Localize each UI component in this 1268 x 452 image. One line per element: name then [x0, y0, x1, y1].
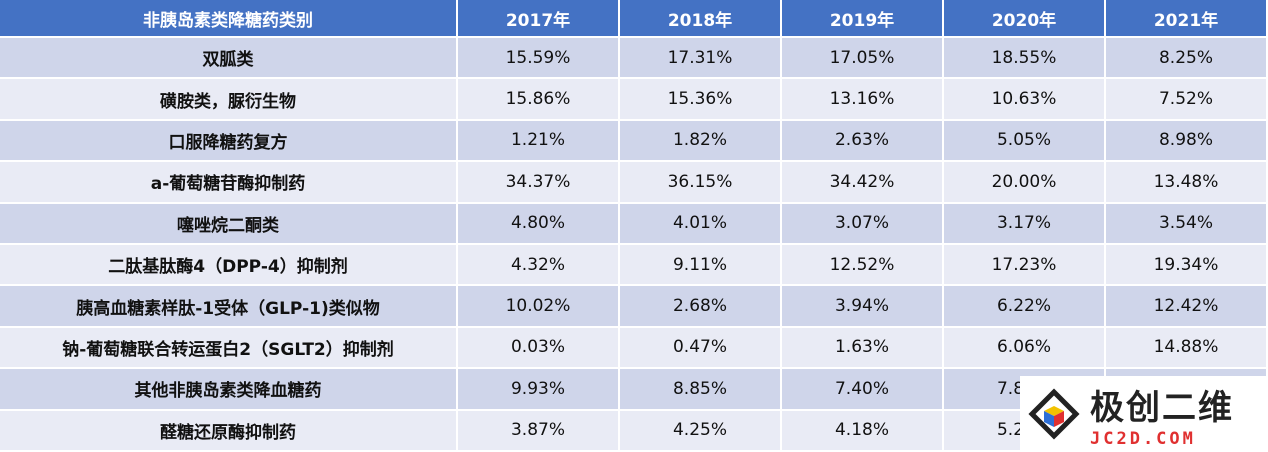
table-row: 双胍类 15.59% 17.31% 17.05% 18.55% 8.25%	[0, 38, 1268, 80]
cell: 4.25%	[620, 410, 782, 452]
cell: 5.05%	[944, 120, 1106, 163]
cell: 34.42%	[782, 162, 944, 204]
cell: 3.07%	[782, 203, 944, 245]
cell: 17.23%	[944, 245, 1106, 287]
row-label: 非胰岛素类降糖药类别	[0, 0, 458, 38]
cell: 17.31%	[620, 38, 782, 80]
cell: 2.63%	[782, 120, 944, 163]
cell: 15.86%	[458, 79, 620, 121]
watermark-title: 极创二维	[1090, 387, 1234, 428]
table-row: 口服降糖药复方 1.21% 1.82% 2.63% 5.05% 8.98%	[0, 120, 1268, 163]
table-row: 磺胺类，脲衍生物 15.86% 15.36% 13.16% 10.63% 7.52%	[0, 79, 1268, 121]
cell: 9.93%	[458, 369, 620, 411]
row-label: 其他非胰岛素类降血糖药	[0, 369, 458, 411]
cell: 8.25%	[1106, 38, 1268, 80]
cell: 15.59%	[458, 38, 620, 80]
cell: 9.11%	[620, 245, 782, 287]
cell: 19.34%	[1106, 245, 1268, 287]
cell: 13.16%	[782, 79, 944, 121]
cell: 8.85%	[620, 369, 782, 411]
cell: 15.36%	[620, 79, 782, 121]
row-label: a-葡萄糖苷酶抑制药	[0, 162, 458, 204]
cell: 12.52%	[782, 245, 944, 287]
row-label: 口服降糖药复方	[0, 120, 458, 163]
cell: 3.17%	[944, 203, 1106, 245]
watermark-site: JC2D.COM	[1090, 428, 1196, 449]
cell: 1.82%	[620, 120, 782, 163]
row-label: 双胍类	[0, 38, 458, 80]
cell: 2019年	[782, 0, 944, 38]
cell: 17.05%	[782, 38, 944, 80]
cell: 4.18%	[782, 410, 944, 452]
row-label: 噻唑烷二酮类	[0, 203, 458, 245]
cell: 34.37%	[458, 162, 620, 204]
cell: 10.02%	[458, 286, 620, 328]
cell: 3.94%	[782, 286, 944, 328]
table-row: 钠-葡萄糖联合转运蛋白2（SGLT2）抑制剂 0.03% 0.47% 1.63% 6.0…	[0, 327, 1268, 370]
row-label: 磺胺类，脲衍生物	[0, 79, 458, 121]
cell: 4.32%	[458, 245, 620, 287]
cell: 3.54%	[1106, 203, 1268, 245]
cell: 10.63%	[944, 79, 1106, 121]
cell: 3.87%	[458, 410, 620, 452]
cell: 4.01%	[620, 203, 782, 245]
cell: 13.48%	[1106, 162, 1268, 204]
watermark: 极创二维 JC2D.COM	[1020, 376, 1268, 452]
cell: 18.55%	[944, 38, 1106, 80]
cell: 2.68%	[620, 286, 782, 328]
cell: 1.63%	[782, 327, 944, 370]
cell: 6.06%	[944, 327, 1106, 370]
cell: 0.47%	[620, 327, 782, 370]
watermark-icon	[1028, 388, 1080, 440]
cell: 1.21%	[458, 120, 620, 163]
cell: 7.40%	[782, 369, 944, 411]
row-label: 胰高血糖素样肽-1受体（GLP-1)类似物	[0, 286, 458, 328]
cell: 2017年	[458, 0, 620, 38]
cell: 0.03%	[458, 327, 620, 370]
table-row: a-葡萄糖苷酶抑制药 34.37% 36.15% 34.42% 20.00% 13.48%	[0, 162, 1268, 204]
cell: 7.52%	[1106, 79, 1268, 121]
row-label: 钠-葡萄糖联合转运蛋白2（SGLT2）抑制剂	[0, 327, 458, 370]
cell: 2021年	[1106, 0, 1268, 38]
cell: 8.98%	[1106, 120, 1268, 163]
table-row: 二肽基肽酶4（DPP-4）抑制剂 4.32% 9.11% 12.52% 17.23% 19…	[0, 245, 1268, 287]
table-row: 噻唑烷二酮类 4.80% 4.01% 3.07% 3.17% 3.54%	[0, 203, 1268, 245]
cell: 2018年	[620, 0, 782, 38]
cell: 6.22%	[944, 286, 1106, 328]
table-row: 胰高血糖素样肽-1受体（GLP-1)类似物 10.02% 2.68% 3.94% 6.2…	[0, 286, 1268, 328]
row-label: 醛糖还原酶抑制药	[0, 410, 458, 452]
header-row: 非胰岛素类降糖药类别 2017年 2018年 2019年 2020年 2021年	[0, 0, 1268, 38]
cell: 14.88%	[1106, 327, 1268, 370]
cell: 12.42%	[1106, 286, 1268, 328]
cell: 2020年	[944, 0, 1106, 38]
cell: 4.80%	[458, 203, 620, 245]
cell: 20.00%	[944, 162, 1106, 204]
cell: 36.15%	[620, 162, 782, 204]
row-label: 二肽基肽酶4（DPP-4）抑制剂	[0, 245, 458, 287]
